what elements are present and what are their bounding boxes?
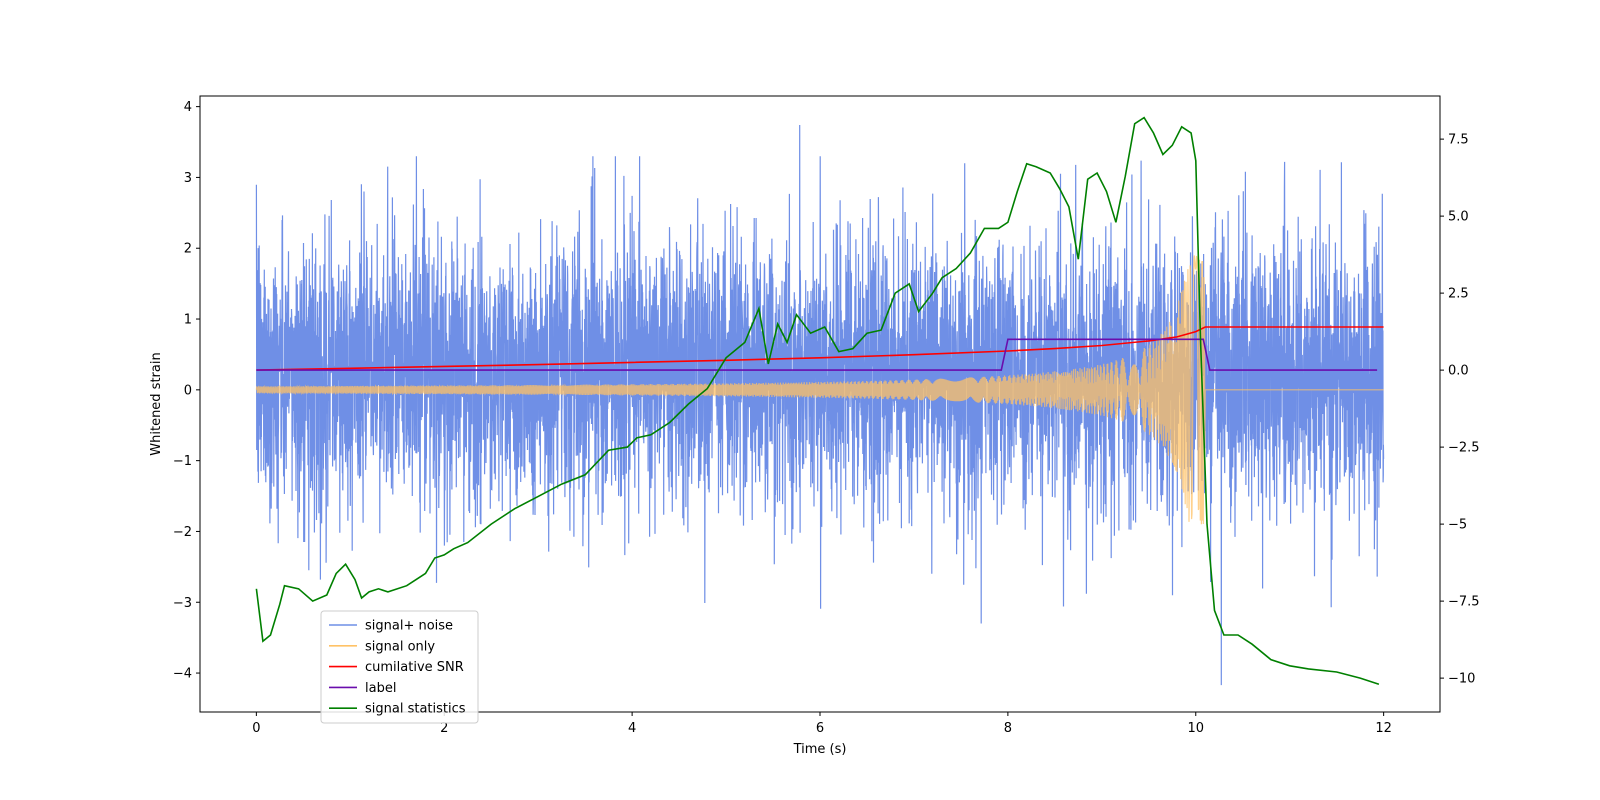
legend-label: label bbox=[365, 681, 396, 696]
y-tick-label-right: −5 bbox=[1448, 518, 1467, 533]
y-tick-label-left: 4 bbox=[184, 100, 192, 115]
y-tick-label-right: 5.0 bbox=[1448, 210, 1469, 225]
y-tick-label-right: −2.5 bbox=[1448, 441, 1480, 456]
x-tick-label: 10 bbox=[1187, 721, 1204, 736]
x-axis-label: Time (s) bbox=[793, 742, 847, 757]
y-tick-label-right: −10 bbox=[1448, 672, 1475, 687]
series-layer bbox=[255, 116, 1385, 686]
series-line-signal-only bbox=[255, 255, 1384, 525]
y-tick-label-left: 1 bbox=[184, 313, 192, 328]
x-axis-ticks: 0 2 4 6 8 10 12 bbox=[252, 712, 1392, 736]
legend-box bbox=[320, 610, 479, 724]
y-axis-right-ticks: −10 −7.5 −5 −2.5 0.0 2.5 5.0 7.5 bbox=[1440, 133, 1480, 687]
y-tick-label-right: 7.5 bbox=[1448, 133, 1469, 148]
y-tick-label-left: 2 bbox=[184, 242, 192, 257]
y-tick-label-left: 0 bbox=[184, 383, 192, 398]
x-tick-label: 0 bbox=[252, 721, 260, 736]
legend-label: signal statistics bbox=[365, 702, 466, 717]
x-tick-label: 4 bbox=[628, 721, 636, 736]
series-line-label bbox=[256, 338, 1378, 371]
x-tick-label: 12 bbox=[1375, 721, 1392, 736]
series-line-cumilative-snr bbox=[256, 326, 1384, 371]
y-tick-label-right: 0.0 bbox=[1448, 364, 1469, 379]
legend: signal+ noise signal only cumilative SNR la… bbox=[320, 610, 479, 724]
y-tick-label-right: −7.5 bbox=[1448, 595, 1480, 610]
y-tick-label-left: 3 bbox=[184, 171, 192, 186]
y-tick-label-right: 2.5 bbox=[1448, 287, 1469, 302]
y-axis-label-left: Whitened strain bbox=[149, 352, 164, 455]
legend-label: signal only bbox=[365, 639, 435, 654]
y-tick-label-left: −2 bbox=[173, 525, 192, 540]
legend-label: signal+ noise bbox=[365, 619, 453, 634]
x-tick-label: 8 bbox=[1004, 721, 1012, 736]
y-axis-left-ticks: −4 −3 −2 −1 0 1 2 3 4 bbox=[173, 100, 200, 682]
series-line-signal-noise bbox=[255, 124, 1385, 686]
series-line-signal-statistics bbox=[255, 116, 1380, 686]
y-tick-label-left: −4 bbox=[173, 667, 192, 682]
y-tick-label-left: −3 bbox=[173, 596, 192, 611]
x-tick-label: 6 bbox=[816, 721, 824, 736]
x-tick-label: 2 bbox=[440, 721, 448, 736]
legend-label: cumilative SNR bbox=[365, 660, 464, 675]
y-tick-label-left: −1 bbox=[173, 454, 192, 469]
